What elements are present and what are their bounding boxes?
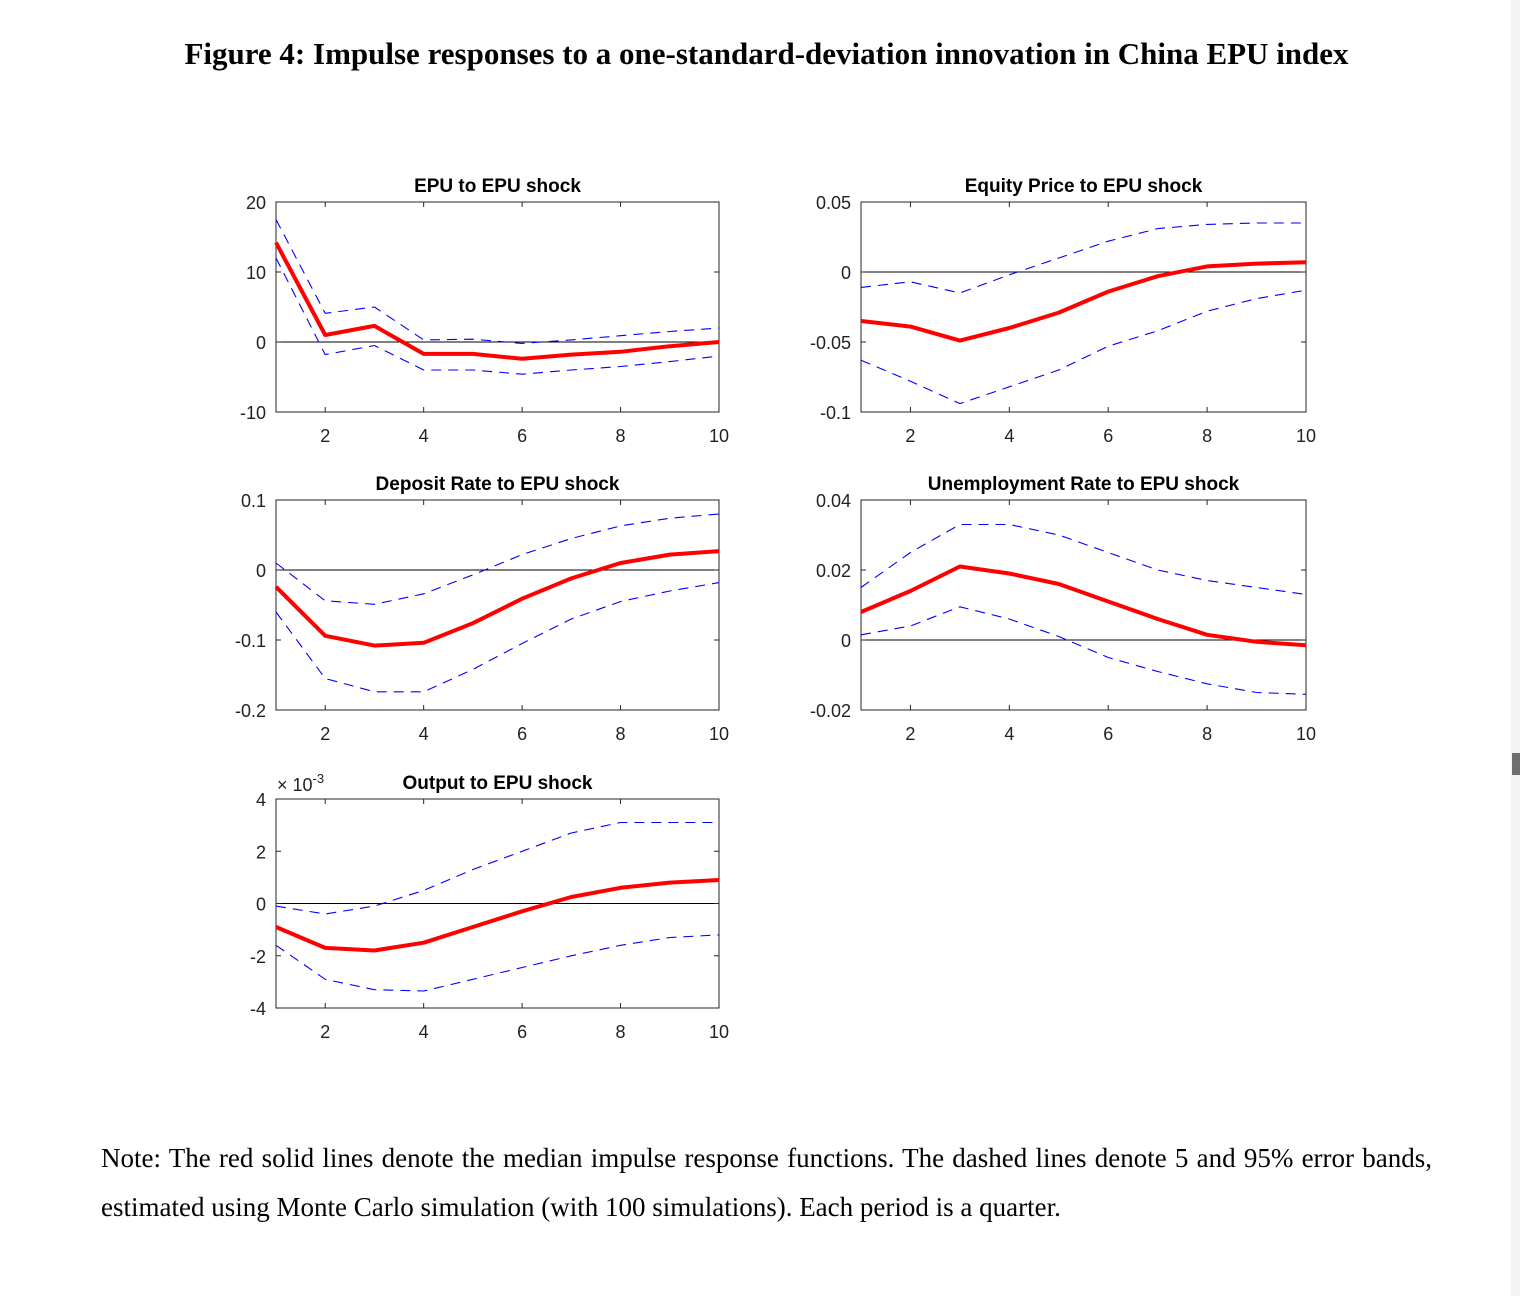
exponent-power: -3 [313, 771, 325, 786]
x-tick-label: 6 [1103, 724, 1113, 744]
y-tick-label: 0.1 [241, 491, 266, 511]
panel-title: EPU to EPU shock [414, 176, 581, 197]
median-line [860, 564, 1307, 648]
axes-box [860, 499, 1307, 711]
x-tick-label: 8 [1202, 724, 1212, 744]
lower-band-line [860, 606, 1307, 695]
panel-1: EPU to EPU shock 2 4 6 8 10 -10 0 10 20 [240, 176, 729, 446]
y-tick-label: -2 [250, 947, 266, 967]
median-line [860, 260, 1307, 343]
exponent-label: × 10-3 [277, 771, 324, 795]
x-tick-label: 4 [1004, 426, 1014, 446]
y-tick-label: 0 [841, 263, 851, 283]
median-line [274, 241, 720, 361]
axes-box [860, 201, 1307, 413]
y-tick-label: -0.02 [810, 701, 851, 721]
y-tick-label: -0.05 [810, 333, 851, 353]
y-tick-label: -0.2 [235, 701, 266, 721]
figure-title: Figure 4: Impulse responses to a one-sta… [184, 36, 1349, 71]
x-tick-label: 4 [419, 724, 429, 744]
upper-band-line [860, 523, 1307, 596]
x-tick-label: 2 [905, 724, 915, 744]
panel-2: Equity Price to EPU shock 2 4 6 8 10 -0.1 -0.05… [810, 176, 1316, 446]
panel-title: Output to EPU shock [403, 773, 593, 794]
y-tick-label: 0 [256, 333, 266, 353]
x-tick-label: 6 [1103, 426, 1113, 446]
x-tick-label: 2 [905, 426, 915, 446]
y-tick-label: 20 [246, 193, 266, 213]
x-tick-label: 8 [616, 1022, 626, 1042]
panel-title: Deposit Rate to EPU shock [376, 474, 620, 495]
x-tick-label: 2 [320, 1022, 330, 1042]
y-tick-label: -0.1 [235, 631, 266, 651]
y-tick-label: 2 [256, 842, 266, 862]
x-tick-label: 4 [419, 426, 429, 446]
y-tick-label: -10 [240, 403, 266, 423]
x-tick-label: 4 [1004, 724, 1014, 744]
x-tick-label: 10 [1296, 426, 1316, 446]
x-tick-label: 8 [1202, 426, 1212, 446]
median-line [275, 878, 720, 953]
x-tick-label: 10 [1296, 724, 1316, 744]
y-tick-label: 0 [256, 895, 266, 915]
y-tick-label: 4 [256, 790, 266, 810]
y-tick-label: -4 [250, 999, 266, 1019]
x-tick-label: 10 [709, 724, 729, 744]
x-tick-label: 10 [709, 426, 729, 446]
x-tick-label: 6 [517, 1022, 527, 1042]
y-tick-label: 0.05 [816, 193, 851, 213]
y-tick-label: 10 [246, 263, 266, 283]
panel-4: Unemployment Rate to EPU shock 2 4 6 8 10 -0.0… [810, 474, 1316, 744]
y-tick-label: 0 [256, 561, 266, 581]
axes-box [275, 499, 720, 711]
figure-note: Note: The red solid lines denote the med… [101, 1143, 1432, 1222]
y-tick-label: 0.02 [816, 561, 851, 581]
upper-band-line [860, 222, 1306, 294]
panel-title: Equity Price to EPU shock [965, 176, 1203, 197]
x-tick-label: 4 [419, 1022, 429, 1042]
scrollbar-track[interactable] [1511, 0, 1520, 1296]
upper-band-line [275, 513, 720, 605]
lower-band-line [275, 582, 720, 693]
x-tick-label: 2 [320, 724, 330, 744]
upper-band-line [275, 821, 719, 915]
panel-3: Deposit Rate to EPU shock 2 4 6 8 10 -0.2 -0.1 0… [235, 474, 729, 744]
panel-title: Unemployment Rate to EPU shock [928, 474, 1240, 495]
axes-box [275, 201, 720, 413]
x-tick-label: 8 [616, 724, 626, 744]
y-tick-label: -0.1 [820, 403, 851, 423]
y-tick-label: 0.04 [816, 491, 851, 511]
x-tick-label: 2 [320, 426, 330, 446]
scrollbar-thumb[interactable] [1512, 753, 1520, 775]
lower-band-line [275, 934, 720, 992]
y-tick-label: 0 [841, 631, 851, 651]
x-tick-label: 6 [517, 426, 527, 446]
panel-5: Output to EPU shock × 10-3 2 4 6 8 10 -4 -2 0 2 4 [250, 771, 729, 1042]
lower-band-line [860, 289, 1307, 405]
median-line [274, 549, 720, 648]
upper-band-line [275, 219, 720, 344]
x-tick-label: 6 [517, 724, 527, 744]
x-tick-label: 8 [616, 426, 626, 446]
x-tick-label: 10 [709, 1022, 729, 1042]
